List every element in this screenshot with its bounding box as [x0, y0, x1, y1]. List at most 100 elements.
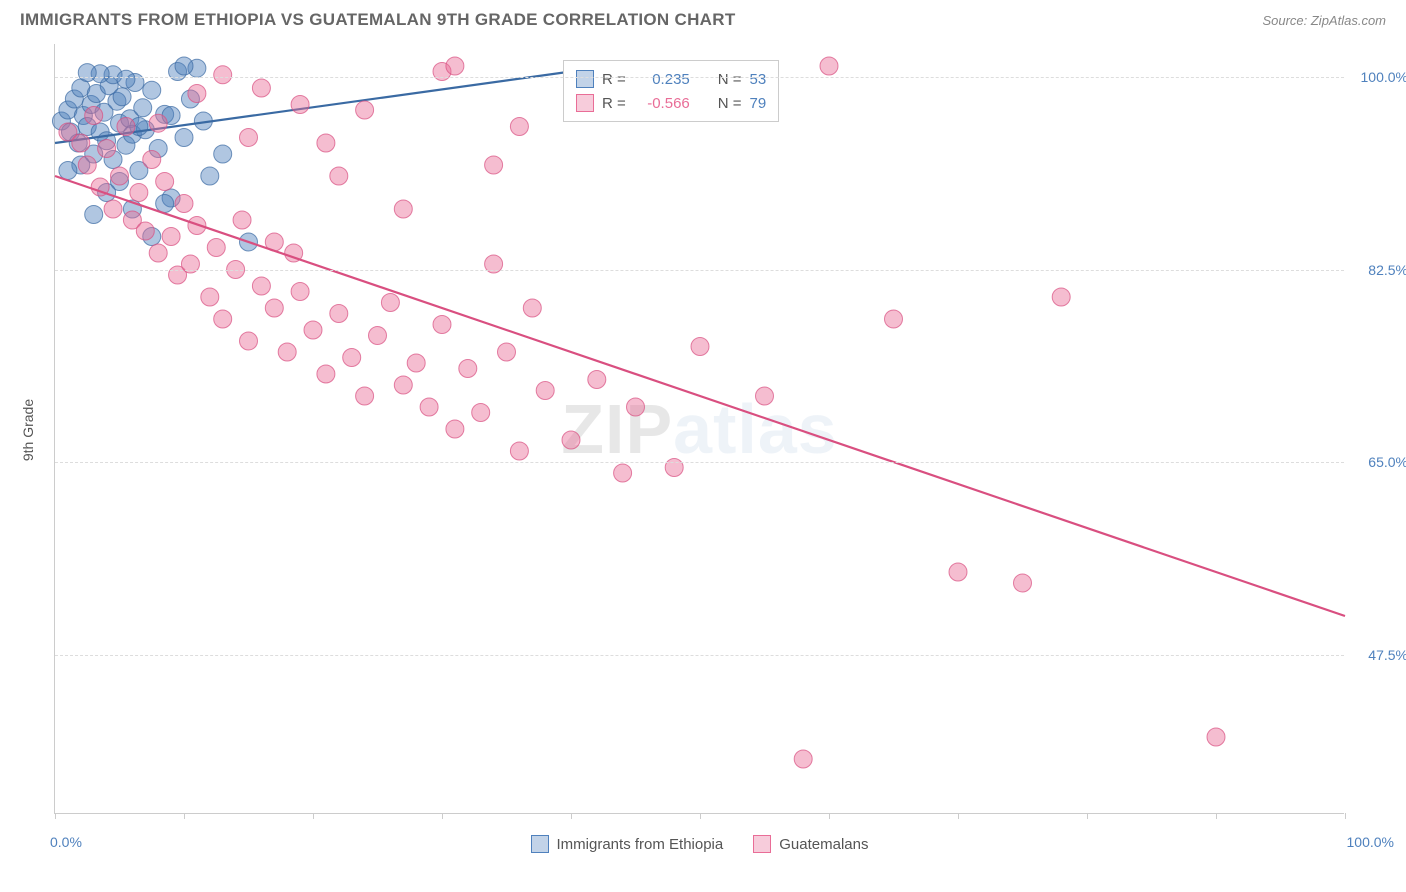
legend-item-guatemalans: Guatemalans	[753, 835, 868, 853]
x-tick	[1216, 813, 1217, 819]
data-point-guatemalans	[265, 299, 283, 317]
data-point-guatemalans	[330, 305, 348, 323]
bottom-legend: Immigrants from Ethiopia Guatemalans	[55, 835, 1344, 853]
data-point-guatemalans	[175, 195, 193, 213]
data-point-guatemalans	[691, 338, 709, 356]
data-point-guatemalans	[510, 442, 528, 460]
legend-item-ethiopia: Immigrants from Ethiopia	[531, 835, 724, 853]
data-point-guatemalans	[1052, 288, 1070, 306]
data-point-guatemalans	[407, 354, 425, 372]
data-point-ethiopia	[175, 57, 193, 75]
legend-label-ethiopia: Immigrants from Ethiopia	[557, 836, 724, 853]
data-point-guatemalans	[104, 200, 122, 218]
data-point-guatemalans	[1014, 574, 1032, 592]
data-point-guatemalans	[143, 151, 161, 169]
x-tick	[1087, 813, 1088, 819]
data-point-guatemalans	[240, 129, 258, 147]
data-point-guatemalans	[369, 327, 387, 345]
y-tick-label: 100.0%	[1361, 69, 1406, 85]
n-value: 53	[750, 71, 767, 88]
plot-area: ZIPatlas R =0.235N = 53R =-0.566N = 79 I…	[54, 44, 1344, 814]
data-point-ethiopia	[59, 162, 77, 180]
data-point-guatemalans	[78, 156, 96, 174]
data-point-guatemalans	[343, 349, 361, 367]
data-point-guatemalans	[885, 310, 903, 328]
swatch-blue-icon	[531, 835, 549, 853]
data-point-guatemalans	[420, 398, 438, 416]
data-point-guatemalans	[278, 343, 296, 361]
data-point-guatemalans	[394, 376, 412, 394]
data-point-guatemalans	[949, 563, 967, 581]
gridline	[55, 270, 1344, 271]
y-tick-label: 65.0%	[1368, 454, 1406, 470]
x-tick	[1345, 813, 1346, 819]
data-point-guatemalans	[510, 118, 528, 136]
data-point-guatemalans	[794, 750, 812, 768]
x-tick	[184, 813, 185, 819]
trend-line-guatemalans	[55, 176, 1345, 616]
data-point-guatemalans	[485, 156, 503, 174]
data-point-ethiopia	[134, 99, 152, 117]
data-point-guatemalans	[162, 228, 180, 246]
data-point-ethiopia	[156, 195, 174, 213]
data-point-guatemalans	[149, 114, 167, 132]
data-point-guatemalans	[72, 134, 90, 152]
r-value: 0.235	[634, 71, 690, 88]
r-label: R =	[602, 95, 626, 112]
data-point-guatemalans	[304, 321, 322, 339]
data-point-guatemalans	[356, 101, 374, 119]
y-tick-label: 47.5%	[1368, 647, 1406, 663]
swatch-blue-icon	[576, 70, 594, 88]
r-label: R =	[602, 71, 626, 88]
chart-title: IMMIGRANTS FROM ETHIOPIA VS GUATEMALAN 9…	[20, 10, 736, 30]
data-point-guatemalans	[188, 85, 206, 103]
data-point-ethiopia	[143, 81, 161, 99]
x-tick	[700, 813, 701, 819]
source-label: Source: ZipAtlas.com	[1262, 13, 1386, 28]
n-label: N =	[718, 71, 742, 88]
data-point-guatemalans	[317, 134, 335, 152]
data-point-guatemalans	[627, 398, 645, 416]
data-point-guatemalans	[111, 167, 129, 185]
data-point-guatemalans	[85, 107, 103, 125]
data-point-ethiopia	[175, 129, 193, 147]
data-point-guatemalans	[472, 404, 490, 422]
gridline	[55, 77, 1344, 78]
stats-legend-box: R =0.235N = 53R =-0.566N = 79	[563, 60, 779, 122]
n-label: N =	[718, 95, 742, 112]
data-point-guatemalans	[291, 283, 309, 301]
stats-row: R = 0.235 N = 53	[576, 67, 766, 91]
x-tick	[571, 813, 572, 819]
data-point-guatemalans	[394, 200, 412, 218]
data-point-guatemalans	[214, 66, 232, 84]
gridline	[55, 655, 1344, 656]
x-tick	[442, 813, 443, 819]
data-point-guatemalans	[588, 371, 606, 389]
x-axis-label-min: 0.0%	[50, 834, 82, 850]
gridline	[55, 462, 1344, 463]
stats-row: R =-0.566N = 79	[576, 91, 766, 115]
data-point-guatemalans	[201, 288, 219, 306]
x-tick	[829, 813, 830, 819]
data-point-guatemalans	[117, 118, 135, 136]
data-point-ethiopia	[113, 88, 131, 106]
x-tick	[958, 813, 959, 819]
data-point-guatemalans	[614, 464, 632, 482]
data-point-guatemalans	[562, 431, 580, 449]
data-point-ethiopia	[117, 70, 135, 88]
data-point-guatemalans	[130, 184, 148, 202]
data-point-guatemalans	[291, 96, 309, 114]
data-point-ethiopia	[78, 64, 96, 82]
data-point-guatemalans	[317, 365, 335, 383]
plot-svg	[55, 44, 1344, 813]
data-point-guatemalans	[330, 167, 348, 185]
r-value: -0.566	[634, 95, 690, 112]
swatch-pink-icon	[753, 835, 771, 853]
data-point-guatemalans	[498, 343, 516, 361]
data-point-guatemalans	[149, 244, 167, 262]
data-point-guatemalans	[156, 173, 174, 191]
data-point-guatemalans	[233, 211, 251, 229]
x-tick	[55, 813, 56, 819]
data-point-guatemalans	[536, 382, 554, 400]
data-point-guatemalans	[1207, 728, 1225, 746]
